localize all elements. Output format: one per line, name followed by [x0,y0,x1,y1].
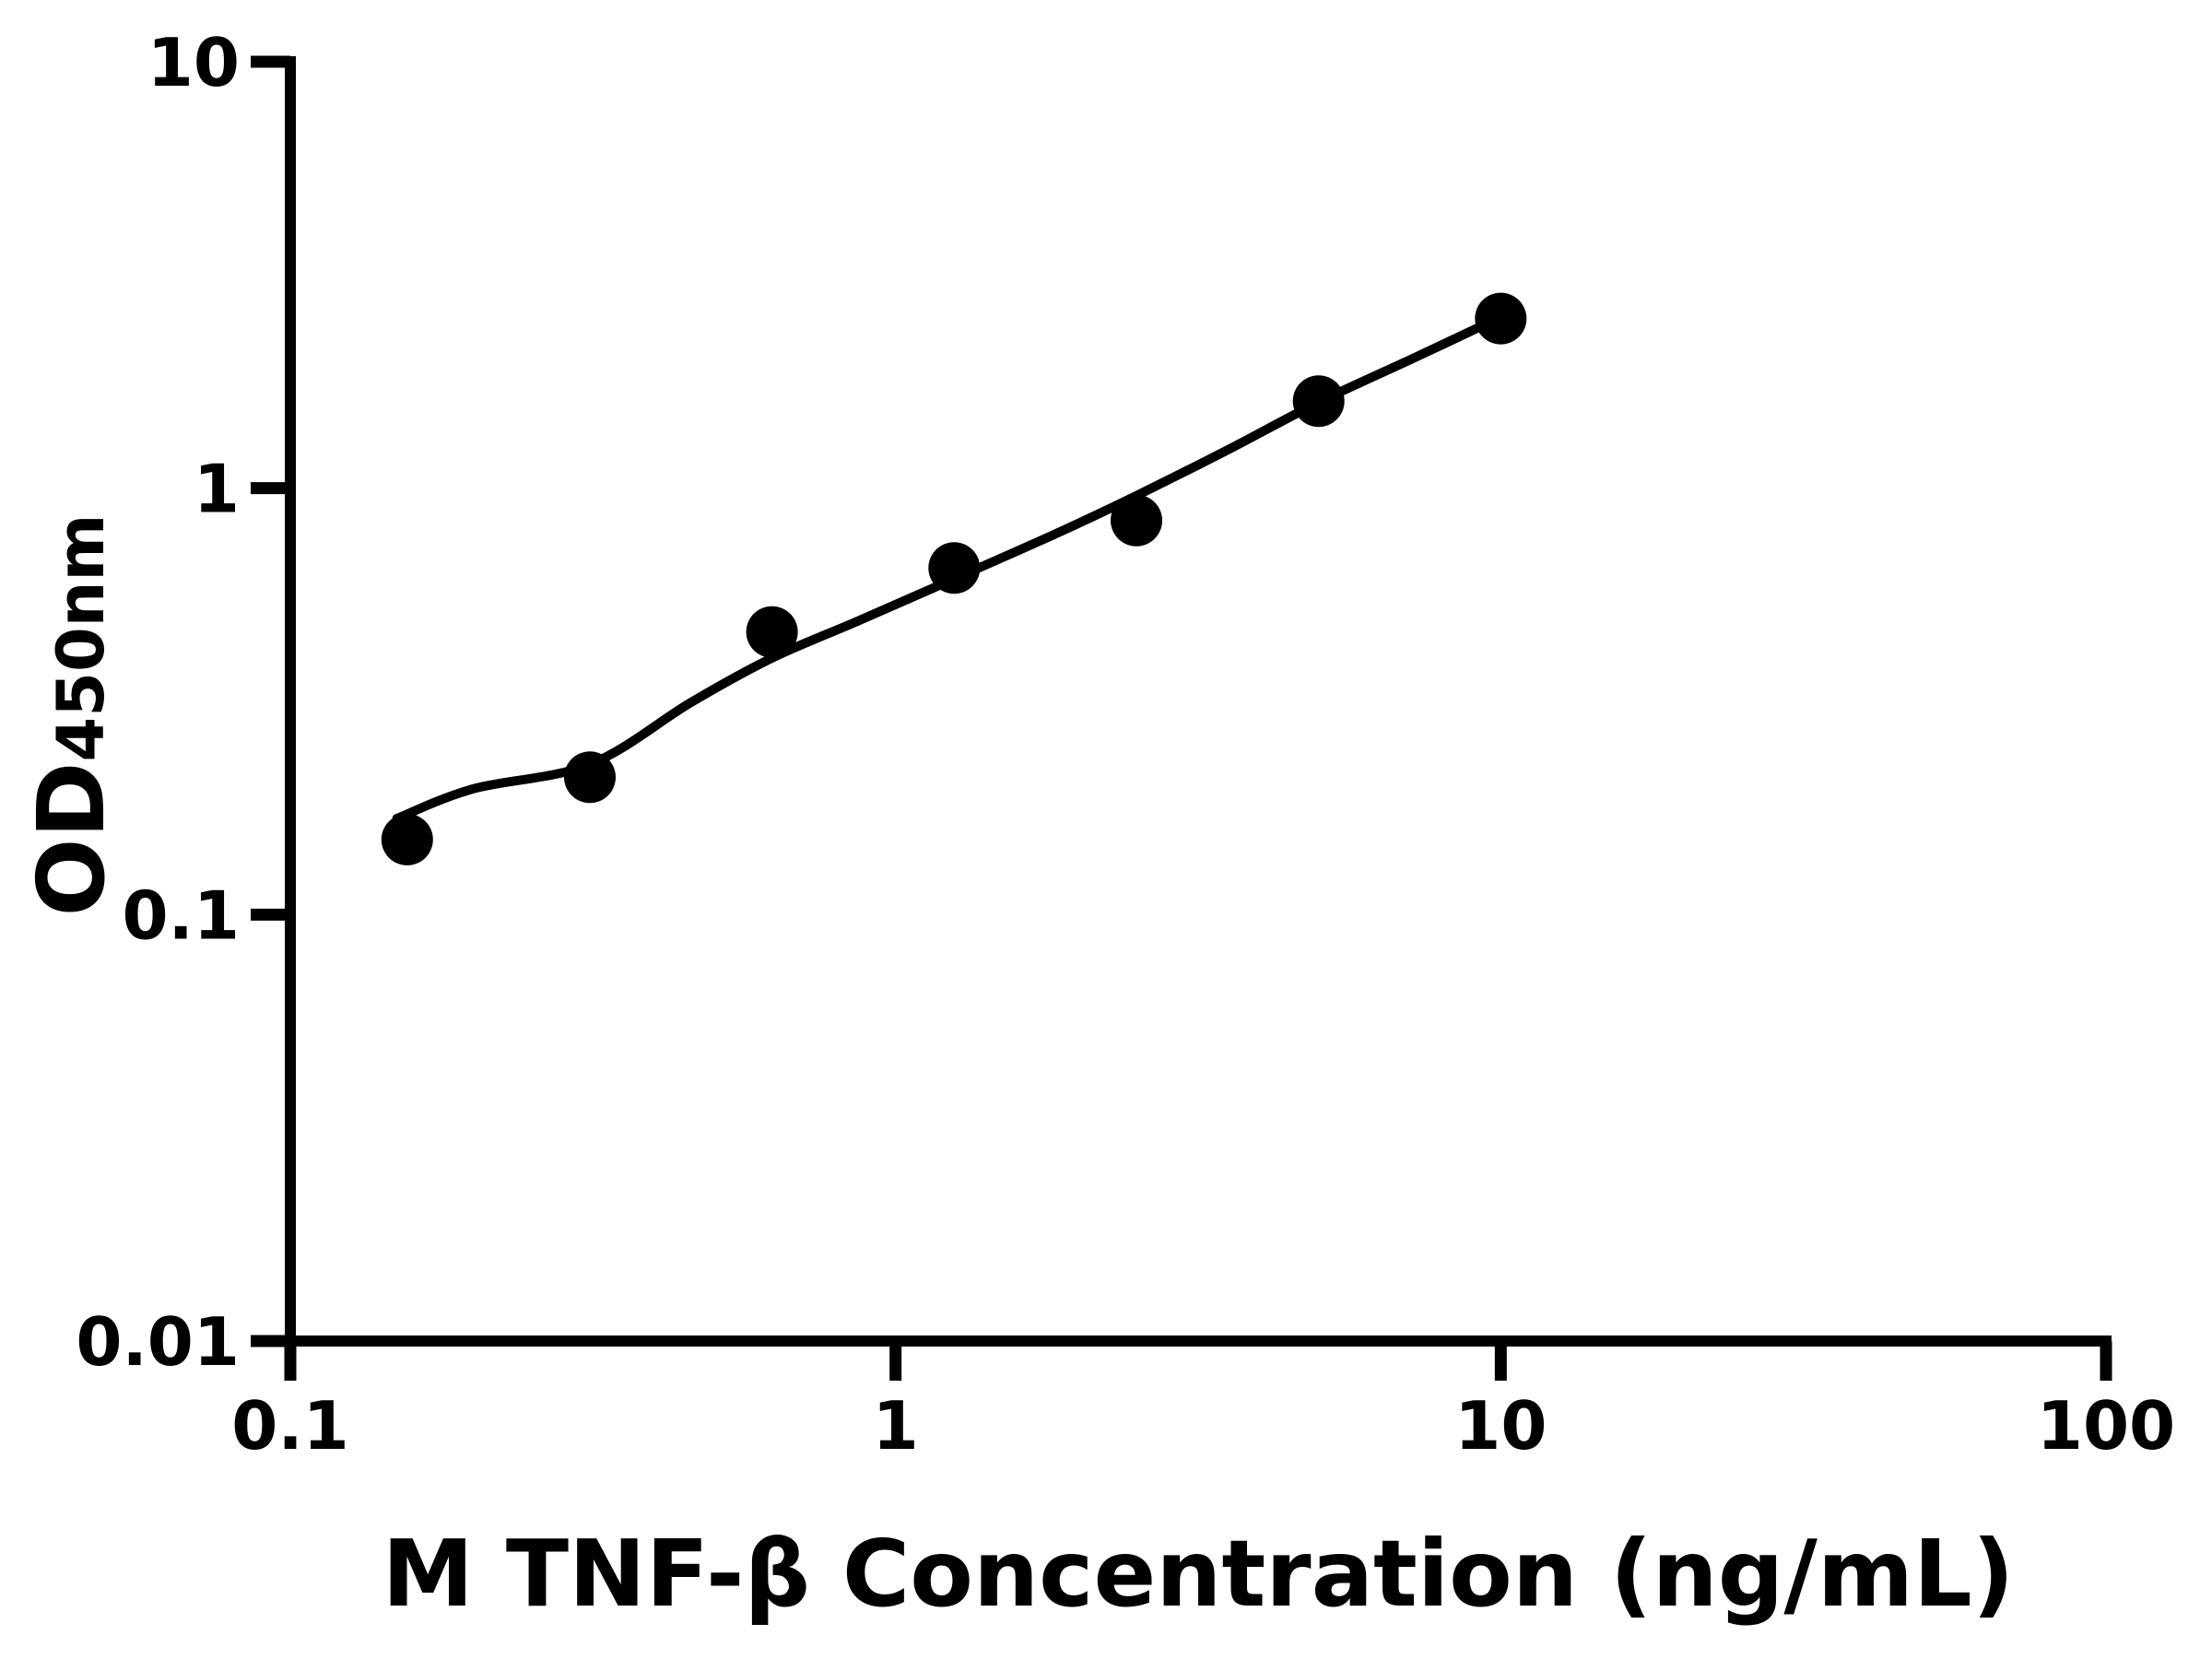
y-axis-ticks [251,55,290,1347]
x-axis-tick-labels: 0.1 1 10 100 [231,1387,2175,1465]
y-tick-label: 1 [194,451,240,528]
y-axis-title-sub: 450nm [43,514,119,762]
y-axis-title: OD450nm [18,514,125,917]
data-point [564,751,616,804]
data-point [381,813,433,865]
x-tick-label: 10 [1454,1387,1547,1465]
y-axis-title-main: OD [18,761,125,916]
data-point [746,606,798,658]
x-tick-label: 1 [873,1387,919,1465]
y-tick-label: 10 [147,24,240,101]
y-tick-label: 0.01 [76,1303,240,1381]
data-point [1292,375,1345,428]
x-axis-ticks [284,1341,2112,1381]
plot-content [381,292,1527,865]
data-point [1111,494,1162,547]
x-axis-title: M TNF-β Concentration (ng/mL) [382,1520,2015,1628]
data-point [1475,292,1527,345]
x-tick-label: 0.1 [231,1387,349,1465]
y-tick-label: 0.1 [122,877,240,954]
data-point [928,542,981,594]
y-axis-tick-labels: 10 1 0.1 0.01 [76,24,240,1381]
x-tick-label: 100 [2037,1387,2175,1465]
